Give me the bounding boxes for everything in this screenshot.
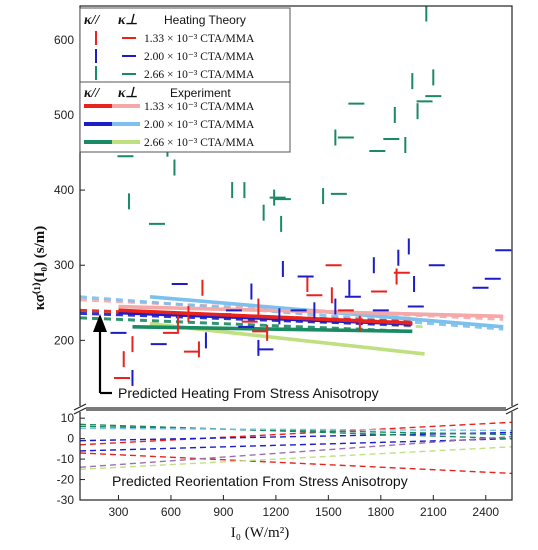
lower-y-tick-label-2: -20 (57, 473, 75, 487)
heating-annotation: Predicted Heating From Stress Anisotropy (118, 385, 379, 401)
upper-y-tick-label-3: 400 (54, 183, 74, 197)
upper-y-tick-label-4: 500 (54, 108, 74, 122)
legend-exp-entry-1: 1.33 × 10⁻³ CTA/MMA (144, 101, 255, 113)
experiment-line-4 (132, 325, 413, 334)
x-tick-label-7: 2100 (420, 505, 447, 519)
axis-break-mark-b-2 (505, 407, 519, 415)
legend-experiment-title: Experiment (170, 86, 231, 100)
reorientation-line-8 (79, 435, 513, 468)
upper-y-tick-label-5: 600 (54, 33, 74, 47)
legend-theory-entry-1: 1.33 × 10⁻³ CTA/MMA (144, 33, 255, 45)
experiment-line-6 (118, 308, 413, 325)
reorientation-line-9 (79, 427, 513, 432)
x-tick-label-6: 1800 (367, 505, 394, 519)
heating-line-2 (79, 295, 504, 331)
legend-theory-entry-3: 2.66 × 10⁻³ CTA/MMA (144, 69, 255, 81)
legend-theory-box (79, 7, 291, 83)
annotation-arrow (93, 314, 112, 395)
x-tick-label-2: 600 (161, 505, 181, 519)
lower-y-tick-label-4: 0 (67, 432, 74, 446)
legend-kappa-perp: κ⊥ (118, 13, 138, 28)
reorientation-line-1 (79, 421, 513, 446)
axis-break-gap-2 (506, 406, 518, 412)
legend-theory-entry-2: 2.00 × 10⁻³ CTA/MMA (144, 51, 255, 63)
legend-kappa-par: κ// (84, 13, 100, 28)
lower-y-tick-label-3: -10 (57, 452, 75, 466)
reorientation-annotation: Predicted Reorientation From Stress Anis… (112, 473, 408, 489)
upper-frame (79, 5, 513, 409)
legend-exp-kappa-par: κ// (84, 86, 100, 101)
legend: κ// κ⊥ Heating Theory 1.33 × 10⁻³ CTA/MM… (79, 7, 291, 153)
x-tick-label-1: 300 (108, 505, 128, 519)
lower-frame (79, 409, 513, 501)
legend-exp-entry-2: 2.00 × 10⁻³ CTA/MMA (144, 119, 255, 131)
upper-y-tick-label-1: 200 (54, 333, 74, 347)
legend-theory-title: Heating Theory (164, 13, 246, 27)
axis-break-mark-b-1 (73, 407, 87, 415)
legend-exp-kappa-perp: κ⊥ (118, 86, 138, 101)
x-tick-label-5: 1500 (315, 505, 342, 519)
axes: 300 600 900 1200 1500 1800 2100 2400 200 300 400 50… (54, 5, 519, 519)
upper-y-tick-label-2: 300 (54, 258, 74, 272)
axis-break-mark-a-2 (505, 403, 519, 411)
experiment-line-3 (118, 304, 504, 319)
reorientation-line-6 (79, 423, 513, 440)
axis-break-gap-1 (74, 406, 86, 412)
reorientation-line-7 (79, 446, 513, 471)
reorientation-line-5 (79, 425, 513, 436)
reorientation-line-2 (79, 452, 513, 475)
lower-y-tick-label-1: -30 (57, 493, 75, 507)
lower-y-tick-label-5: 10 (61, 411, 75, 425)
x-tick-label-3: 900 (213, 505, 233, 519)
reorientation-line-4 (79, 437, 513, 452)
legend-exp-entry-3: 2.66 × 10⁻³ CTA/MMA (144, 137, 255, 149)
x-tick-label-4: 1200 (263, 505, 290, 519)
x-axis-label: I₀ (W/m²) (231, 525, 289, 541)
upper-marks (79, 5, 512, 386)
axis-break-mark-a-1 (73, 403, 87, 411)
lower-marks (79, 421, 513, 475)
x-tick-label-8: 2400 (472, 505, 499, 519)
reorientation-line-3 (79, 431, 513, 442)
y-axis-label: κσ⁽¹⁾(I₀) (s/m) (32, 226, 48, 311)
